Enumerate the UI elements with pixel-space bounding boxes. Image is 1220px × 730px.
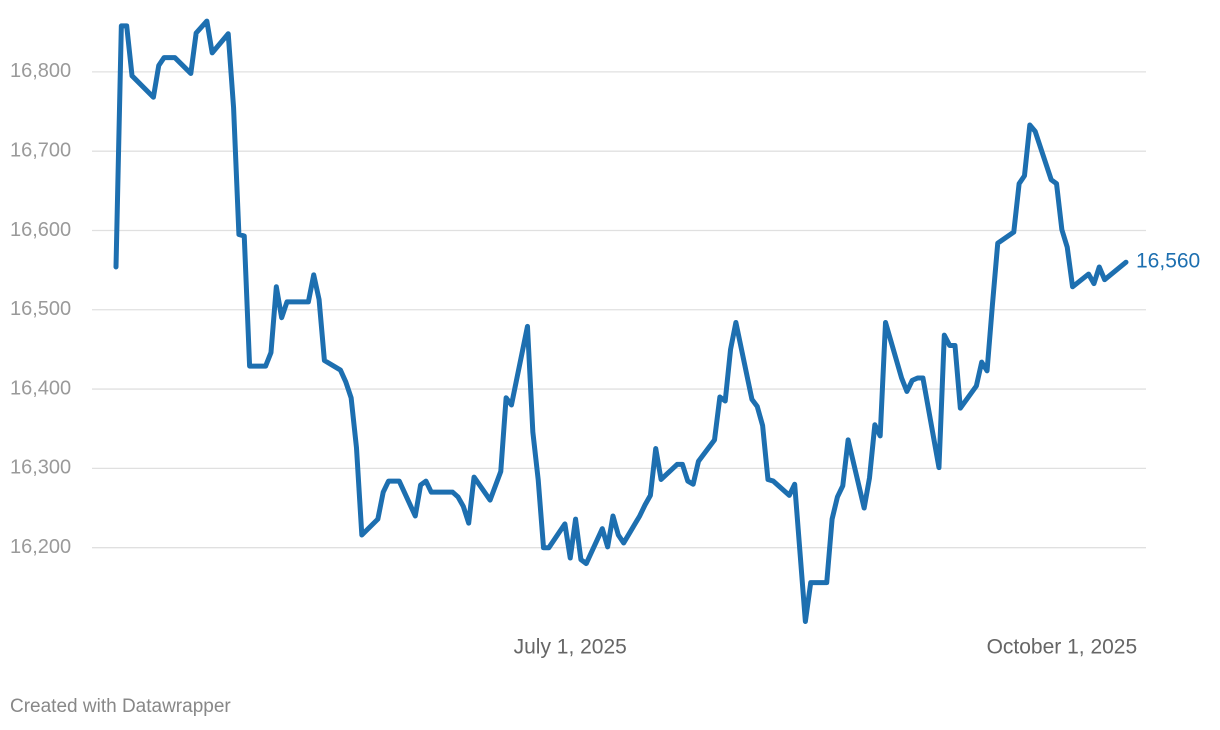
y-tick-label: 16,200: [10, 536, 71, 558]
value-label: 16,560: [1136, 250, 1200, 273]
x-tick-label: July 1, 2025: [514, 636, 627, 659]
credit: Created with Datawrapper: [10, 696, 231, 717]
y-tick-label: 16,800: [10, 60, 71, 82]
y-tick-label: 16,300: [10, 457, 71, 479]
x-tick-label: October 1, 2025: [987, 636, 1138, 659]
line: [113, 18, 1129, 624]
y-tick-label: 16,400: [10, 377, 71, 399]
y-tick-label: 16,600: [10, 219, 71, 241]
y-tick-label: 16,700: [10, 139, 71, 161]
y-tick-label: 16,500: [10, 298, 71, 320]
